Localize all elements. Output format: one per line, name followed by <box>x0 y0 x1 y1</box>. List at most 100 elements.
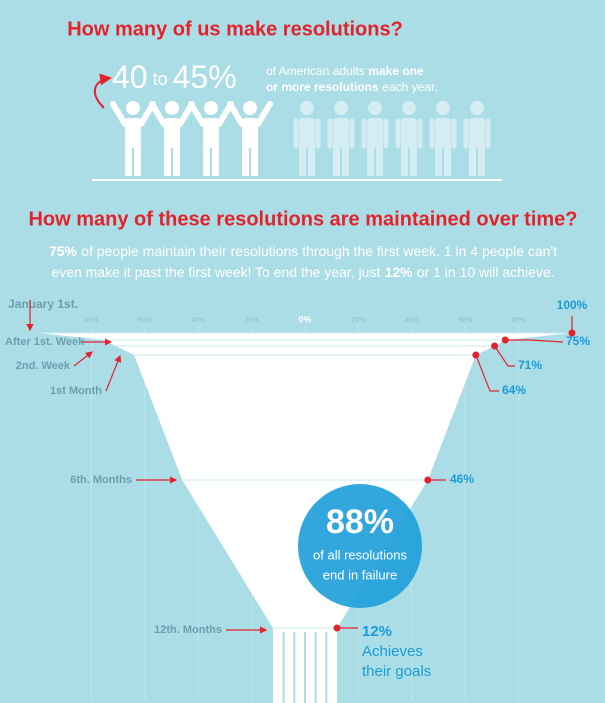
person-head <box>470 101 484 115</box>
x-tick-label: 60% <box>458 317 472 324</box>
x-tick-label: 80% <box>512 317 526 324</box>
person-leg <box>134 146 141 176</box>
person-leg <box>203 146 210 176</box>
person-leg <box>125 146 132 176</box>
person-leg <box>342 146 349 176</box>
stat-part: 45% <box>173 59 237 95</box>
value-label: 46% <box>450 472 474 486</box>
stat: 40 to 45% <box>112 59 237 95</box>
x-tick-label: 60% <box>138 317 152 324</box>
text-line: of American adults make one <box>266 64 424 78</box>
text-segment: each year. <box>382 80 437 94</box>
person-arms <box>361 118 389 149</box>
text-segment: make one <box>368 64 424 78</box>
person-arms <box>395 118 423 149</box>
person-leg <box>478 146 485 176</box>
person-head <box>126 101 140 115</box>
stage-dot <box>424 476 432 484</box>
person-head <box>204 101 218 115</box>
text-line: even make it past the first week! To end… <box>51 264 554 280</box>
person-body <box>242 118 258 148</box>
stage-dot <box>472 351 480 359</box>
value-label: 75% <box>566 334 590 348</box>
stage-label: 12th. Months <box>154 624 222 636</box>
stat-part: 40 <box>112 59 148 95</box>
person-body <box>333 118 349 148</box>
x-tick-label: 40% <box>405 317 419 324</box>
stage-label: 6th. Months <box>70 474 132 486</box>
text-segment: or 1 in 10 will achieve. <box>417 264 555 280</box>
person-arms <box>293 118 321 149</box>
stage-arrow <box>105 354 122 392</box>
person-leg <box>299 146 306 176</box>
value-label: 100% <box>557 298 588 312</box>
person-arms <box>327 118 355 149</box>
stage-dot <box>568 329 576 337</box>
person-head <box>368 101 382 115</box>
stage-dot <box>491 342 499 350</box>
person-head <box>436 101 450 115</box>
person-head <box>402 101 416 115</box>
connector <box>505 339 564 343</box>
text-segment: of people maintain their resolutions thr… <box>81 243 557 259</box>
arrow <box>93 73 112 109</box>
person-leg <box>435 146 442 176</box>
person-head <box>165 101 179 115</box>
person-head <box>243 101 257 115</box>
bubble-text: end in failure <box>323 567 397 582</box>
stage-label: 2nd. Week <box>16 360 71 372</box>
person-head <box>334 101 348 115</box>
connector <box>494 345 515 367</box>
bubble <box>298 484 422 608</box>
bubble-text: of all resolutions <box>313 547 407 562</box>
person-body <box>401 118 417 148</box>
stat-part: to <box>153 69 168 89</box>
person-arms <box>463 118 491 149</box>
person-leg <box>251 146 258 176</box>
text-segment: 75% <box>49 243 78 259</box>
text-segment: of American adults <box>266 64 365 78</box>
stage-label: January 1st. <box>8 297 78 311</box>
person-arms <box>429 118 457 149</box>
person-leg <box>173 146 180 176</box>
value-label: 12% <box>362 623 392 640</box>
person-leg <box>242 146 249 176</box>
x-tick-label: 0% <box>298 314 311 324</box>
text-line: or more resolutions each year. <box>266 80 438 94</box>
person-leg <box>367 146 374 176</box>
person-body <box>203 118 219 148</box>
x-tick-label: 80% <box>84 317 98 324</box>
person-leg <box>401 146 408 176</box>
person-body <box>469 118 485 148</box>
person-leg <box>164 146 171 176</box>
text-segment: 12% <box>385 264 414 280</box>
value-label: 71% <box>518 358 542 372</box>
person-body <box>125 118 141 148</box>
value-note: their goals <box>362 663 431 680</box>
person-leg <box>469 146 476 176</box>
person-leg <box>212 146 219 176</box>
person-body <box>435 118 451 148</box>
stage-dot <box>501 336 509 344</box>
person-leg <box>333 146 340 176</box>
stage-arrow <box>73 351 93 367</box>
person-body <box>367 118 383 148</box>
funnel: 80% 60% 40% 20% 0% 20% 40% 60% 80% January 1st. 10… <box>5 297 590 703</box>
text-segment: or more resolutions <box>266 80 379 94</box>
value-note: Achieves <box>362 643 423 660</box>
bubble-value: 88% <box>326 503 394 541</box>
x-tick-label: 40% <box>191 317 205 324</box>
person-head <box>300 101 314 115</box>
stage-label: After 1st. Week <box>5 336 85 348</box>
person-arms <box>227 101 273 127</box>
x-tick-label: 20% <box>351 317 365 324</box>
stage-dot <box>333 624 341 632</box>
x-tick-label: 20% <box>245 317 259 324</box>
person-leg <box>308 146 315 176</box>
person-leg <box>376 146 383 176</box>
section-title: How many of us make resolutions? <box>67 18 403 40</box>
text-segment: even make it past the first week! To end… <box>51 264 380 280</box>
person-body <box>299 118 315 148</box>
